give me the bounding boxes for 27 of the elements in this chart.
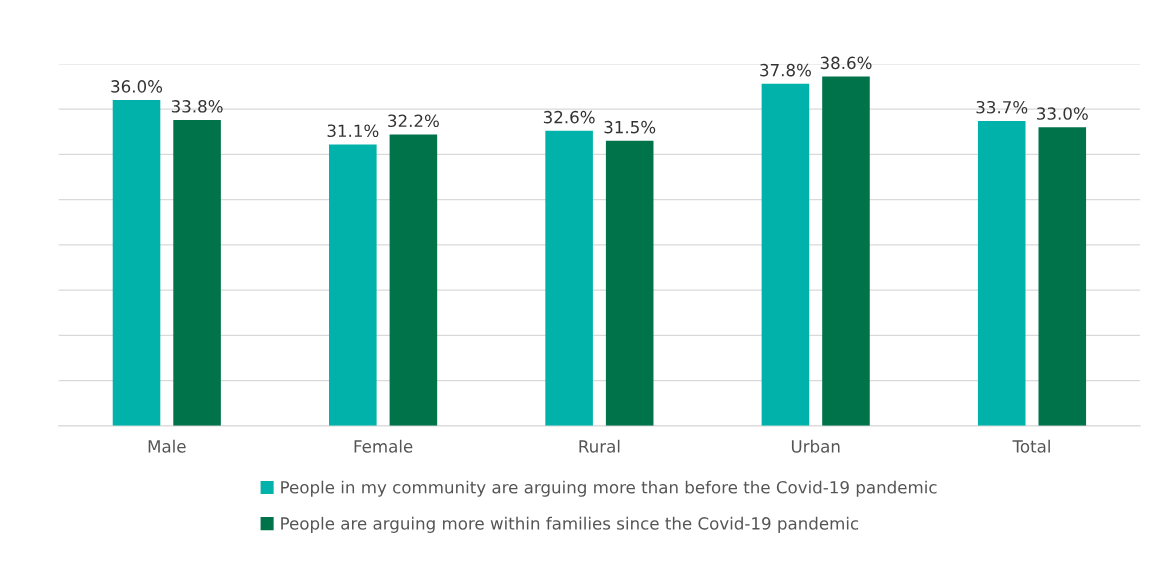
bar: [977, 120, 1026, 426]
legend-label: People in my community are arguing more than before the Covid-19 pandemic: [281, 480, 937, 497]
bar: [822, 76, 870, 426]
data-label: 36.0%: [111, 80, 163, 93]
data-label: 32.2%: [388, 114, 439, 128]
data-label: 31.5%: [604, 120, 656, 134]
x-tick-label: Female: [354, 439, 413, 453]
data-label: 31.1%: [327, 124, 379, 138]
data-label: 37.8%: [760, 63, 811, 77]
bar: [389, 134, 438, 426]
data-label: 33.7%: [976, 100, 1028, 114]
data-label: 33.0%: [1037, 107, 1088, 120]
data-label: 33.8%: [171, 100, 223, 113]
bar: [761, 83, 810, 426]
bar: [605, 140, 654, 426]
bar: [545, 130, 593, 426]
data-label: 32.6%: [543, 110, 595, 124]
bar: [173, 120, 221, 426]
bar: [329, 144, 377, 426]
data-label: 38.6%: [820, 56, 872, 70]
legend-label: People are arguing more within families since the Covid-19 pandemic: [281, 516, 859, 533]
x-tick-label: Total: [1012, 439, 1050, 453]
x-tick-label: Male: [148, 439, 186, 453]
x-tick-label: Urban: [791, 439, 840, 453]
x-tick-label: Rural: [579, 439, 620, 453]
bar: [1038, 127, 1087, 426]
bar: [112, 100, 161, 426]
